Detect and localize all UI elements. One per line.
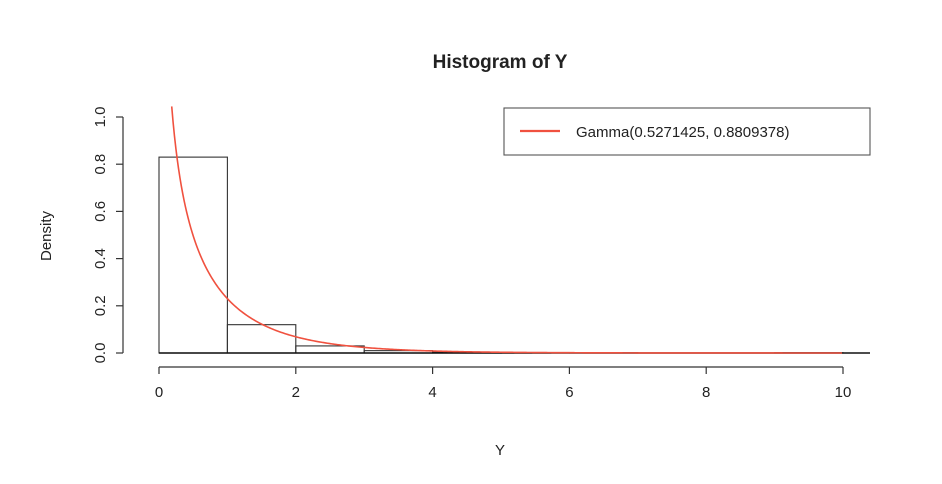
y-tick-label-2: 0.4 [92, 248, 109, 269]
x-tick-label-2: 4 [428, 384, 436, 401]
chart-title: Histogram of Y [433, 52, 568, 73]
x-axis: 0 2 4 6 8 10 [155, 366, 852, 401]
y-tick-label-4: 0.8 [92, 154, 109, 175]
y-tick-label-0: 0.0 [92, 343, 109, 364]
y-axis-label: Density [38, 210, 55, 261]
legend: Gamma(0.5271425, 0.8809378) [503, 107, 871, 156]
x-tick-label-0: 0 [155, 384, 163, 401]
x-tick-label-5: 10 [835, 384, 852, 401]
y-tick-label-5: 1.0 [92, 107, 109, 128]
x-tick-label-3: 6 [565, 384, 573, 401]
histogram-bar-0 [158, 156, 228, 354]
gamma-density-curve [170, 106, 843, 354]
legend-entry-label: Gamma(0.5271425, 0.8809378) [576, 124, 789, 141]
y-tick-label-3: 0.6 [92, 201, 109, 222]
histogram-bar-1 [226, 324, 297, 354]
legend-box [503, 107, 871, 156]
y-axis: 0.0 0.2 0.4 0.6 0.8 1.0 [92, 107, 124, 364]
y-tick-label-1: 0.2 [92, 295, 109, 316]
x-tick-label-4: 8 [702, 384, 710, 401]
x-axis-label: Y [495, 442, 505, 459]
x-tick-label-1: 2 [292, 384, 300, 401]
